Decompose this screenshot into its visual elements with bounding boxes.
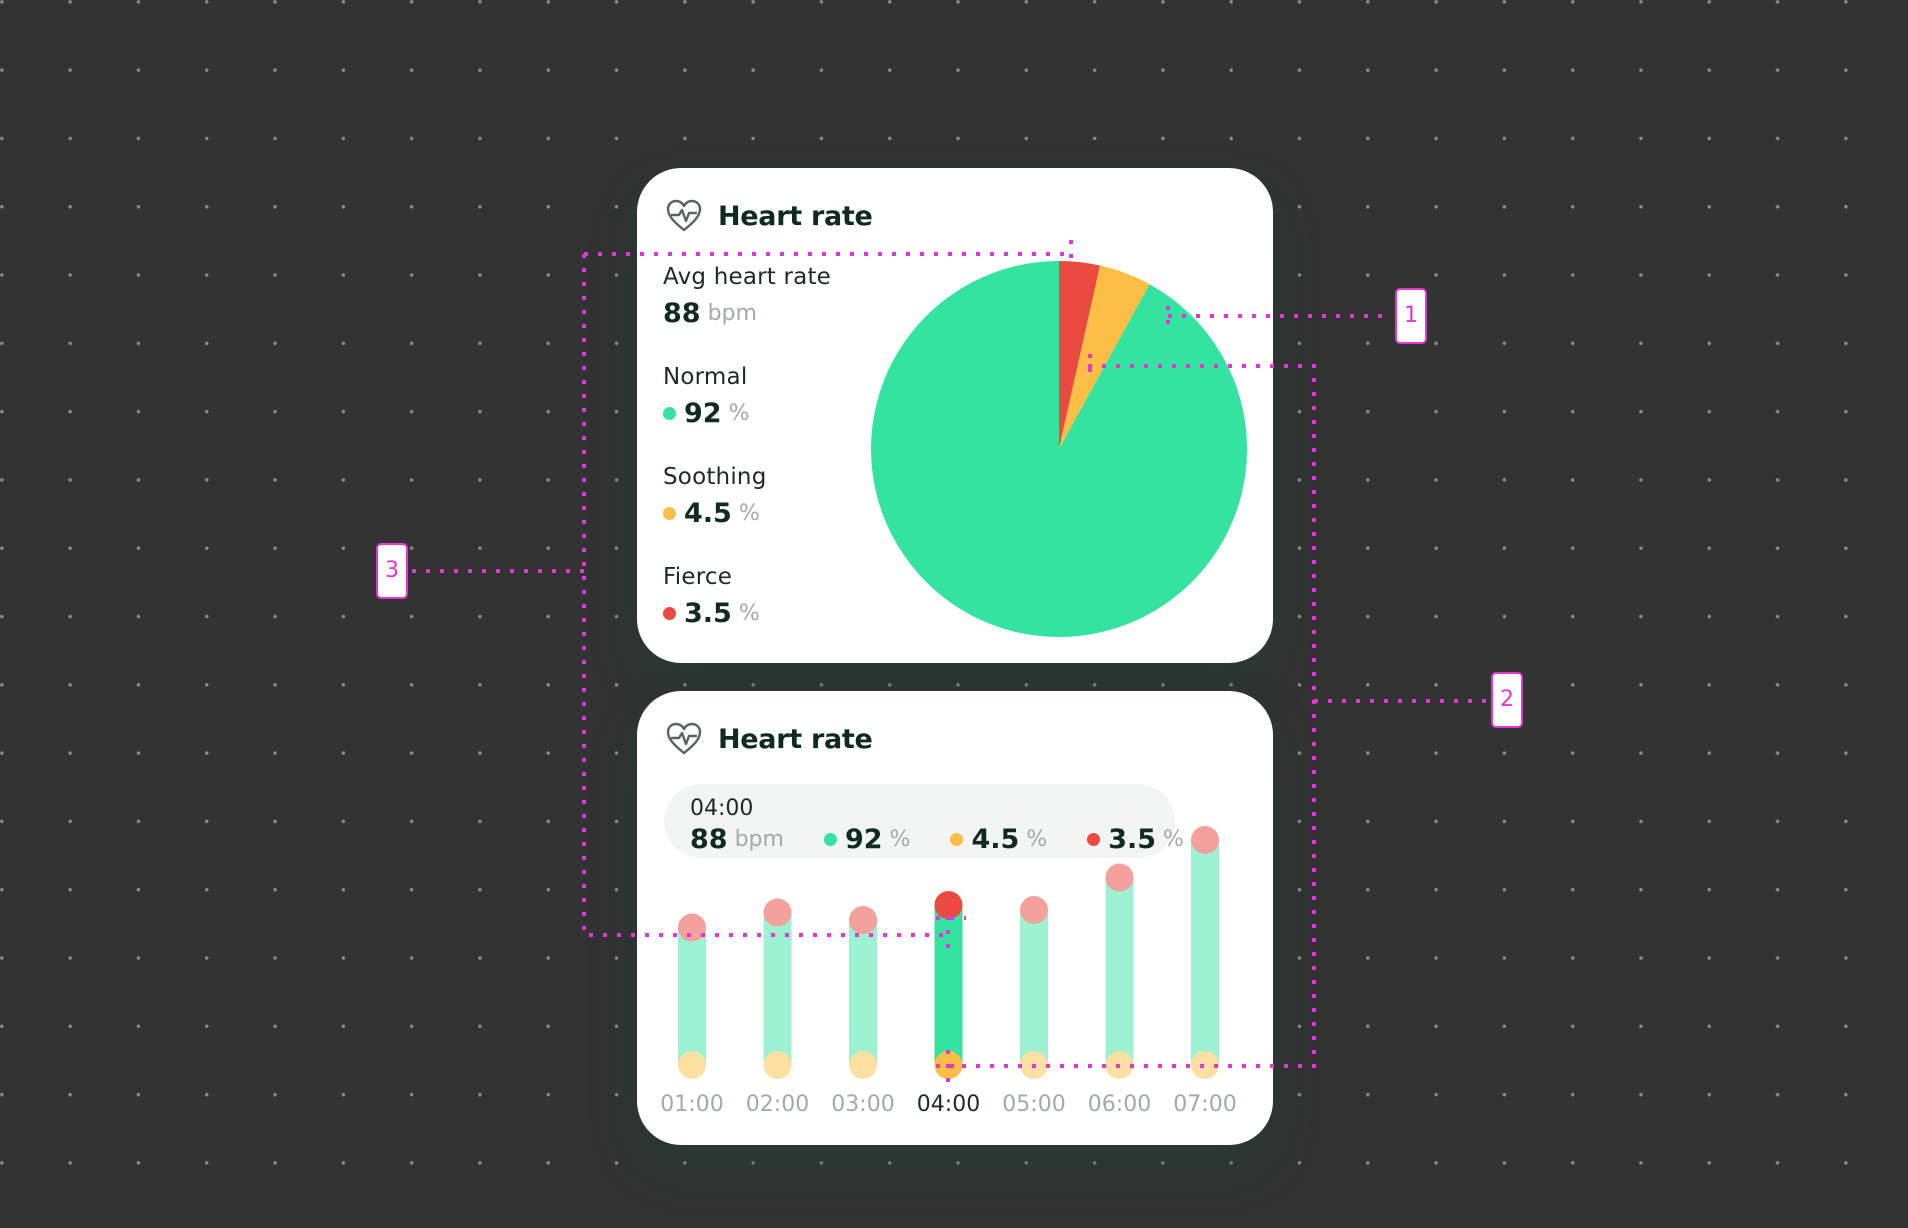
annotation-2-label: 2 — [1491, 672, 1523, 728]
heart-pulse-icon — [666, 199, 702, 232]
bar-bottom-marker-02:00 — [763, 1051, 792, 1079]
bar-bottom-marker-05:00 — [1020, 1051, 1048, 1079]
bar-top-marker-07:00 — [1191, 826, 1219, 854]
bar-bottom-marker-01:00 — [678, 1051, 706, 1079]
heart-rate-hourly-card: Heart rate 04:00 88 bpm 92 % 4.5 % 3.5 % — [637, 691, 1273, 1145]
bar-bottom-marker-03:00 — [849, 1051, 877, 1079]
bar-04:00[interactable] — [934, 905, 963, 1065]
bar-bottom-marker-04:00 — [934, 1051, 963, 1079]
bar-top-marker-05:00 — [1020, 896, 1048, 924]
heart-rate-summary-card: Heart rate Avg heart rate 88 bpm Normal … — [637, 168, 1273, 663]
bar-top-marker-04:00 — [934, 891, 963, 919]
bar-03:00[interactable] — [849, 920, 877, 1065]
x-tick-label: 03:00 — [831, 1092, 894, 1117]
annotation-1-label: 1 — [1395, 288, 1427, 344]
bar-top-marker-02:00 — [763, 898, 792, 927]
bar-05:00[interactable] — [1020, 910, 1048, 1065]
bar-01:00[interactable] — [678, 927, 706, 1066]
bar-07:00[interactable] — [1191, 840, 1219, 1065]
x-tick-label: 04:00 — [917, 1092, 980, 1117]
x-tick-label: 02:00 — [746, 1092, 809, 1117]
x-tick-label: 06:00 — [1088, 1092, 1151, 1117]
bar-bottom-marker-07:00 — [1191, 1051, 1219, 1079]
card-title: Heart rate — [718, 200, 873, 232]
bar-top-marker-03:00 — [849, 906, 877, 934]
card-header: Heart rate — [664, 196, 873, 236]
bar-top-marker-01:00 — [678, 913, 706, 942]
bar-02:00[interactable] — [763, 912, 792, 1066]
bar-bottom-marker-06:00 — [1105, 1051, 1134, 1079]
pie-chart — [871, 261, 1248, 637]
x-tick-label: 05:00 — [1002, 1092, 1065, 1117]
bar-top-marker-06:00 — [1105, 863, 1134, 892]
x-tick-label: 07:00 — [1173, 1092, 1236, 1117]
bar-06:00[interactable] — [1105, 877, 1134, 1066]
hourly-bar-chart: 01:00 02:00 03:00 04:00 05:00 06:00 07:00 — [660, 826, 1237, 1117]
annotation-3-label: 3 — [376, 543, 408, 599]
x-tick-label: 01:00 — [660, 1092, 723, 1117]
